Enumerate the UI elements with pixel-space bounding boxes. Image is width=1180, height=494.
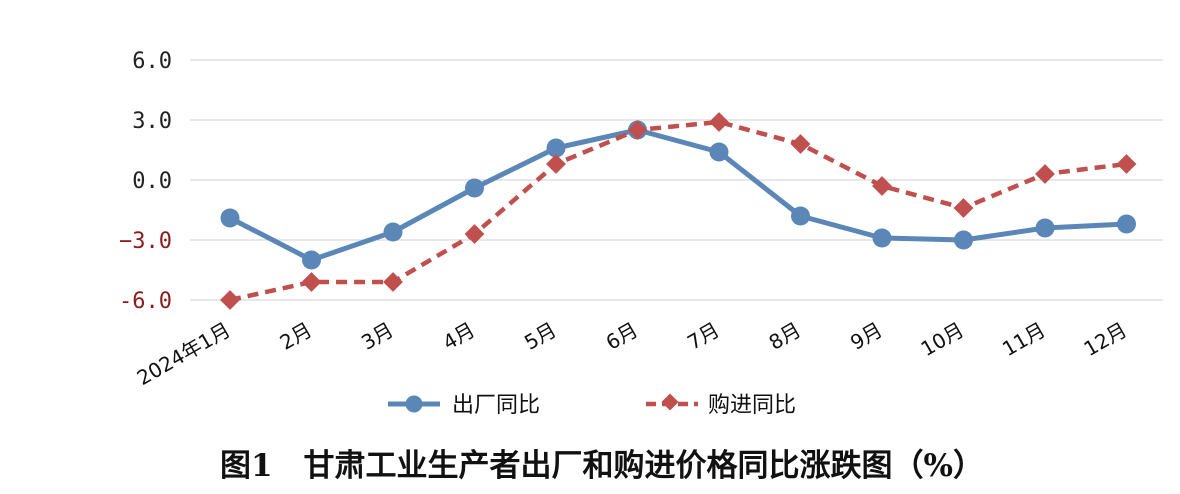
legend-label: 购进同比 bbox=[708, 393, 796, 418]
x-tick-label: 8月 bbox=[765, 318, 805, 355]
y-tick-label: 0.0 bbox=[132, 169, 172, 194]
data-point-diamond bbox=[1116, 154, 1137, 174]
data-point-diamond bbox=[709, 112, 729, 132]
x-tick-label: 12月 bbox=[1080, 318, 1131, 362]
series-line-factory bbox=[228, 127, 1127, 263]
grid-lines bbox=[190, 59, 1163, 301]
x-tick-label: 2月 bbox=[276, 318, 316, 355]
legend-label: 出厂同比 bbox=[452, 393, 540, 418]
data-point-circle bbox=[465, 178, 484, 198]
x-tick-label: 3月 bbox=[357, 318, 397, 355]
data-point-circle bbox=[709, 142, 729, 162]
legend-item-purchase: 购进同比 bbox=[646, 393, 796, 418]
data-point-circle bbox=[220, 208, 240, 228]
data-point-circle bbox=[1117, 214, 1136, 234]
data-point-circle bbox=[954, 230, 973, 250]
data-point-diamond bbox=[383, 272, 403, 292]
data-point-diamond bbox=[790, 134, 811, 154]
legend-swatch-marker bbox=[405, 395, 423, 413]
chart-caption: 图1 甘肃工业生产者出厂和购进价格同比涨跌图（%） bbox=[220, 448, 984, 484]
data-point-circle bbox=[1035, 218, 1055, 238]
y-axis-tick-labels: 6.0 3.0 0.0 −3.0 -6.0 bbox=[119, 49, 172, 314]
data-point-diamond bbox=[464, 224, 485, 244]
x-tick-label: 6月 bbox=[602, 318, 642, 355]
x-axis-tick-labels: 2024年1月 2月 3月 4月 5月 6月 7月 8月 9月 10月 11月 12月 bbox=[133, 318, 1131, 391]
y-tick-label: −3.0 bbox=[119, 229, 172, 254]
data-point-diamond bbox=[1035, 164, 1055, 184]
x-tick-label: 7月 bbox=[683, 318, 723, 355]
data-point-circle bbox=[546, 138, 566, 158]
legend-swatch-marker bbox=[661, 393, 679, 411]
x-tick-label: 4月 bbox=[439, 318, 479, 355]
series-line-purchase bbox=[229, 119, 1127, 303]
data-point-diamond bbox=[872, 176, 892, 196]
data-point-circle bbox=[872, 228, 892, 248]
data-point-diamond bbox=[627, 120, 648, 140]
data-point-diamond bbox=[546, 154, 566, 174]
x-tick-label: 10月 bbox=[917, 318, 968, 362]
data-point-diamond bbox=[301, 272, 322, 292]
data-point-circle bbox=[791, 206, 810, 226]
x-tick-label: 11月 bbox=[998, 318, 1049, 362]
x-tick-label: 2024年1月 bbox=[133, 318, 235, 391]
x-tick-label: 5月 bbox=[520, 318, 560, 355]
y-tick-label: 6.0 bbox=[132, 49, 172, 74]
data-point-diamond bbox=[953, 198, 974, 218]
x-tick-label: 9月 bbox=[846, 318, 886, 355]
y-tick-label: -6.0 bbox=[119, 289, 172, 314]
y-tick-label: 3.0 bbox=[132, 109, 172, 134]
legend: 出厂同比 购进同比 bbox=[388, 393, 796, 418]
data-point-circle bbox=[383, 222, 403, 242]
series-lines bbox=[220, 112, 1137, 310]
data-point-diamond bbox=[220, 290, 240, 310]
legend-item-factory: 出厂同比 bbox=[388, 393, 540, 418]
data-point-circle bbox=[302, 250, 321, 270]
